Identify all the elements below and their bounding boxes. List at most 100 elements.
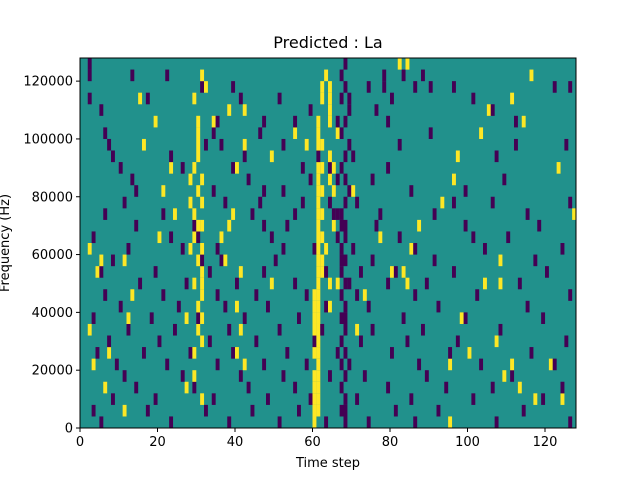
heatmap-cell-high	[320, 162, 325, 174]
heatmap-cell-high	[378, 231, 383, 244]
heatmap-cell-low	[463, 185, 468, 197]
heatmap-cell-low	[297, 312, 301, 324]
heatmap-cell-high	[316, 162, 321, 174]
heatmap-cell-low	[386, 277, 391, 290]
heatmap-cell-low	[165, 358, 170, 371]
heatmap-cell-low	[533, 254, 538, 267]
heatmap-cell-low	[122, 196, 127, 209]
heatmap-cell-high	[223, 254, 228, 267]
heatmap-cell-low	[328, 370, 332, 382]
heatmap-cell-high	[227, 104, 232, 116]
heatmap-cell-high	[328, 150, 332, 163]
heatmap-cell-low	[343, 300, 348, 313]
heatmap-cell-low	[277, 416, 282, 429]
heatmap-cell-low	[126, 243, 131, 255]
heatmap-cell-high	[312, 381, 317, 394]
heatmap-cell-low	[87, 92, 92, 105]
heatmap-cell-low	[293, 277, 298, 290]
heatmap-cell-low	[238, 370, 243, 382]
heatmap-cell-low	[91, 404, 96, 417]
heatmap-cell-high	[316, 138, 321, 151]
heatmap-cell-high	[103, 381, 108, 394]
x-tick-label: 120	[533, 435, 558, 450]
heatmap-cell-high	[316, 185, 321, 197]
heatmap-cell-high	[87, 323, 92, 336]
heatmap-cell-high	[324, 243, 329, 255]
heatmap-cell-high	[355, 323, 360, 336]
heatmap-cell-high	[235, 162, 239, 174]
heatmap-cell-low	[343, 347, 348, 359]
heatmap-cell-low	[134, 219, 139, 232]
heatmap-cell-low	[281, 185, 286, 197]
heatmap-cell-low	[413, 416, 418, 429]
heatmap-cell-low	[355, 289, 360, 301]
heatmap-cell-high	[320, 92, 325, 105]
heatmap-cell-low	[145, 404, 150, 417]
heatmap-cell-low	[490, 104, 495, 116]
heatmap-cell-high	[200, 173, 205, 186]
heatmap-cell-low	[258, 196, 263, 209]
heatmap-cell-high	[169, 162, 174, 174]
heatmap-cell-low	[471, 92, 476, 105]
heatmap-cell-high	[498, 277, 503, 290]
heatmap-cell-high	[328, 115, 332, 128]
heatmap-cells	[80, 58, 577, 429]
heatmap-cell-low	[568, 289, 573, 301]
heatmap-cell-high	[320, 254, 325, 267]
heatmap-cell-low	[161, 289, 166, 301]
heatmap-cell-high	[486, 104, 491, 116]
heatmap-cell-low	[196, 312, 201, 324]
heatmap-cell-low	[378, 208, 383, 220]
heatmap-cell-low	[235, 277, 239, 290]
heatmap-cell-low	[413, 81, 418, 93]
heatmap-cell-high	[502, 370, 507, 382]
heatmap-cell-low	[304, 289, 309, 301]
heatmap-cell-low	[324, 416, 329, 429]
heatmap-cell-low	[134, 185, 139, 197]
heatmap-cell-low	[529, 347, 534, 359]
heatmap-cell-low	[103, 208, 108, 220]
heatmap-cell-low	[153, 393, 158, 405]
heatmap-cell-low	[293, 208, 298, 220]
y-axis-ticks: 0 20000 40000 60000 80000 100000 120000	[23, 75, 80, 437]
heatmap-cell-high	[328, 173, 332, 186]
heatmap-cell-low	[568, 196, 573, 209]
heatmap-cell-low	[111, 393, 115, 405]
heatmap-cell-high	[196, 300, 201, 313]
heatmap-cell-low	[343, 173, 348, 186]
heatmap-cell-low	[510, 370, 515, 382]
heatmap-cell-high	[91, 358, 96, 371]
heatmap-cell-low	[347, 104, 352, 116]
heatmap-cell-high	[316, 404, 321, 417]
heatmap-cell-high	[200, 312, 205, 324]
heatmap-cell-low	[436, 300, 441, 313]
y-axis-title: Frequency (Hz)	[0, 194, 13, 292]
heatmap-cell-high	[130, 289, 135, 301]
heatmap-cell-high	[196, 127, 201, 139]
heatmap-cell-low	[111, 150, 115, 163]
heatmap-cell-low	[475, 289, 480, 301]
heatmap-cell-low	[169, 416, 174, 429]
heatmap-cell-high	[316, 173, 321, 186]
heatmap-cell-low	[308, 393, 313, 405]
heatmap-cell-high	[316, 208, 321, 220]
heatmap-cell-high	[529, 69, 534, 82]
heatmap-cell-high	[122, 254, 127, 267]
heatmap-cell-low	[490, 381, 495, 394]
heatmap-cell-low	[231, 81, 236, 93]
heatmap-cell-low	[343, 277, 348, 290]
heatmap-cell-low	[560, 381, 565, 394]
heatmap-cell-high	[138, 92, 143, 105]
heatmap-cell-low	[188, 347, 193, 359]
heatmap-cell-low	[339, 312, 344, 324]
heatmap-cell-low	[223, 300, 228, 313]
heatmap-cell-high	[479, 127, 484, 139]
heatmap-cell-high	[192, 231, 197, 244]
heatmap-cell-low	[502, 173, 507, 186]
heatmap-cell-low	[339, 404, 344, 417]
heatmap-cell-low	[227, 323, 232, 336]
heatmap-cell-low	[207, 335, 212, 348]
heatmap-cell-high	[335, 127, 340, 139]
heatmap-cell-low	[134, 381, 139, 394]
